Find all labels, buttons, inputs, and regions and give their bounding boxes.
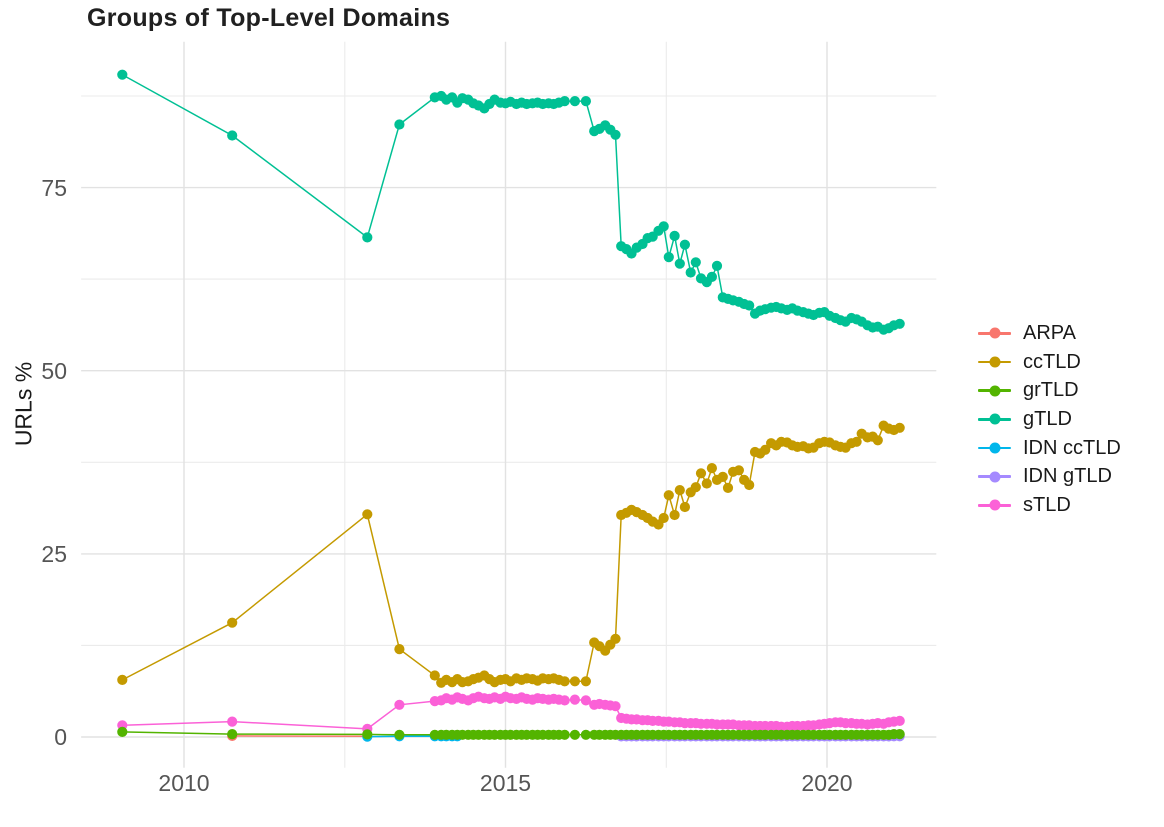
legend-key-icon-stld <box>978 498 1011 512</box>
legend-key-icon-cctld <box>978 355 1011 369</box>
y-tick-label-25: 25 <box>41 540 67 567</box>
legend-key-icon-grtld <box>978 384 1011 398</box>
legend-label-idn-cctld: IDN ccTLD <box>1023 436 1121 459</box>
legend-key-dot-gtld <box>989 413 1000 425</box>
legend-item-cctld: ccTLD <box>978 348 1121 377</box>
series-gtld <box>117 69 905 335</box>
legend-item-idn-gtld: IDN gTLD <box>978 462 1121 491</box>
series-line-gtld <box>121 74 900 331</box>
series-grtld <box>117 726 905 740</box>
legend-item-grtld: grTLD <box>978 376 1121 405</box>
legend-item-gtld: gTLD <box>978 405 1121 434</box>
minor-gridlines <box>81 41 937 768</box>
legend-key-dot-arpa <box>989 327 1000 339</box>
x-tick-label-2020: 2020 <box>801 770 853 796</box>
legend-key-icon-idn-cctld <box>978 441 1011 455</box>
legend-label-arpa: ARPA <box>1023 321 1076 344</box>
legend-key-dot-cctld <box>989 356 1000 368</box>
legend-key-dot-stld <box>989 499 1000 511</box>
x-tick-label-2015: 2015 <box>479 770 532 796</box>
legend-label-cctld: ccTLD <box>1023 350 1081 373</box>
legend-key-icon-idn-gtld <box>978 470 1011 484</box>
legend-label-stld: sTLD <box>1023 493 1071 516</box>
legend: ARPA ccTLD grTLD gTLD IDN ccTLD IDN gTLD sTLD <box>978 319 1121 520</box>
legend-item-arpa: ARPA <box>978 319 1121 348</box>
series-stld <box>117 691 905 735</box>
legend-key-icon-arpa <box>978 326 1011 340</box>
legend-item-idn-cctld: IDN ccTLD <box>978 434 1121 463</box>
chart-title: Groups of Top-Level Domains <box>87 4 451 32</box>
major-gridlines <box>81 41 937 768</box>
legend-label-gtld: gTLD <box>1023 407 1072 430</box>
series-arpa <box>227 730 373 742</box>
y-tick-label-75: 75 <box>41 174 67 201</box>
legend-key-dot-idn-cctld <box>989 442 1000 454</box>
x-tick-label-2010: 2010 <box>158 770 210 796</box>
y-tick-label-0: 0 <box>54 724 67 750</box>
series-cctld <box>117 420 905 688</box>
legend-label-idn-gtld: IDN gTLD <box>1023 465 1112 488</box>
y-tick-label-50: 50 <box>41 357 67 384</box>
legend-key-dot-idn-gtld <box>989 471 1000 483</box>
legend-label-grtld: grTLD <box>1023 379 1079 402</box>
legend-key-icon-gtld <box>978 412 1011 426</box>
legend-key-dot-grtld <box>989 385 1000 397</box>
legend-item-stld: sTLD <box>978 491 1121 520</box>
